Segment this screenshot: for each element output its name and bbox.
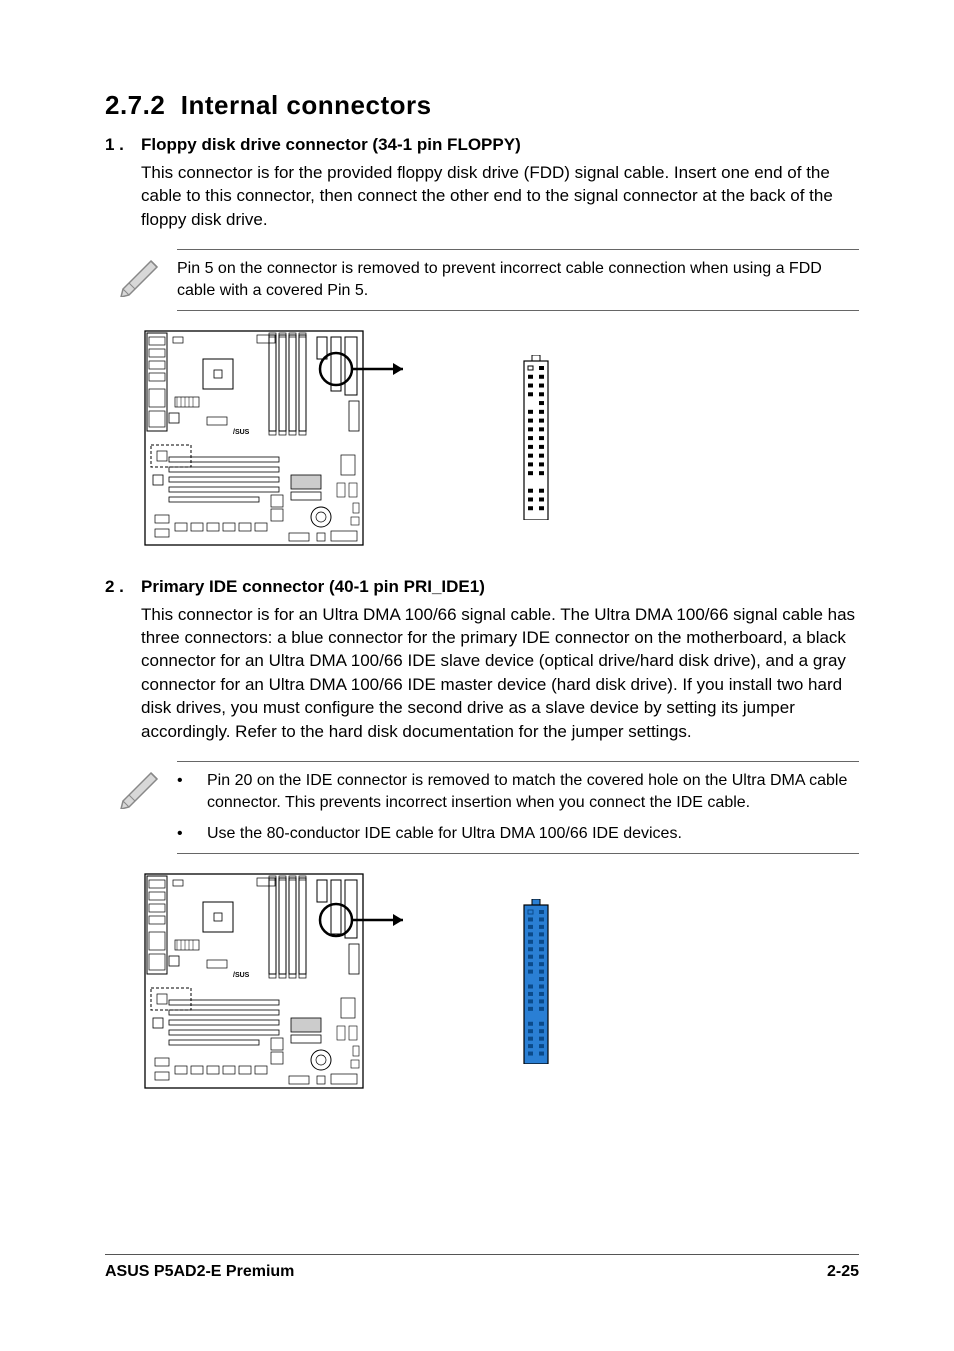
item-1-diagram-row: /SUS [141,327,859,549]
section-title: 2.7.2 Internal connectors [105,90,859,121]
item-1: 1 . Floppy disk drive connector (34-1 pi… [105,135,859,549]
footer-left: ASUS P5AD2-E Premium [105,1263,294,1281]
pencil-icon [105,761,177,809]
ide-connector-diagram [516,899,556,1064]
item-2-body: This connector is for an Ultra DMA 100/6… [141,603,859,744]
item-2-heading: 2 . Primary IDE connector (40-1 pin PRI_… [105,577,859,597]
svg-text:/SUS: /SUS [233,429,250,436]
footer-right: 2-25 [827,1263,859,1281]
floppy-connector-diagram [516,355,556,520]
item-1-number: 1 . [105,135,141,155]
section-title-text: Internal connectors [181,90,432,120]
section-number: 2.7.2 [105,90,165,120]
item-1-note-text: Pin 5 on the connector is removed to pre… [177,249,859,310]
item-1-note: Pin 5 on the connector is removed to pre… [105,249,859,310]
item-2-number: 2 . [105,577,141,597]
item-1-body: This connector is for the provided flopp… [141,161,859,231]
pencil-icon [105,249,177,297]
item-2-note-content: •Pin 20 on the IDE connector is removed … [177,761,859,854]
svg-text:/SUS: /SUS [233,972,250,979]
motherboard-diagram-2: /SUS [141,870,426,1092]
motherboard-diagram-1: /SUS [141,327,426,549]
page-footer: ASUS P5AD2-E Premium 2-25 [105,1254,859,1281]
item-2-note: •Pin 20 on the IDE connector is removed … [105,761,859,854]
item-2: 2 . Primary IDE connector (40-1 pin PRI_… [105,577,859,1093]
item-1-heading: 1 . Floppy disk drive connector (34-1 pi… [105,135,859,155]
item-2-diagram-row: /SUS [141,870,859,1092]
item-1-title: Floppy disk drive connector (34-1 pin FL… [141,135,521,155]
item-2-note-bullet-2: •Use the 80-conductor IDE cable for Ultr… [177,823,859,845]
item-2-title: Primary IDE connector (40-1 pin PRI_IDE1… [141,577,485,597]
item-2-note-bullet-1: •Pin 20 on the IDE connector is removed … [177,770,859,813]
